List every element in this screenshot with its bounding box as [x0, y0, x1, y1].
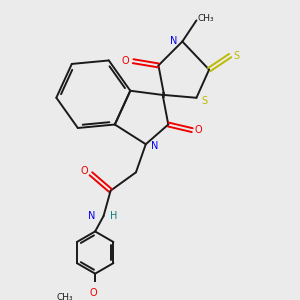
Text: CH₃: CH₃	[198, 14, 214, 23]
Text: O: O	[81, 166, 88, 176]
Text: N: N	[170, 36, 177, 46]
Text: CH₃: CH₃	[57, 293, 73, 300]
Text: N: N	[88, 211, 96, 221]
Text: O: O	[90, 288, 98, 298]
Text: O: O	[195, 125, 202, 135]
Text: S: S	[201, 96, 207, 106]
Text: H: H	[110, 211, 117, 221]
Text: O: O	[122, 56, 129, 66]
Text: N: N	[151, 141, 158, 151]
Text: S: S	[233, 51, 239, 61]
